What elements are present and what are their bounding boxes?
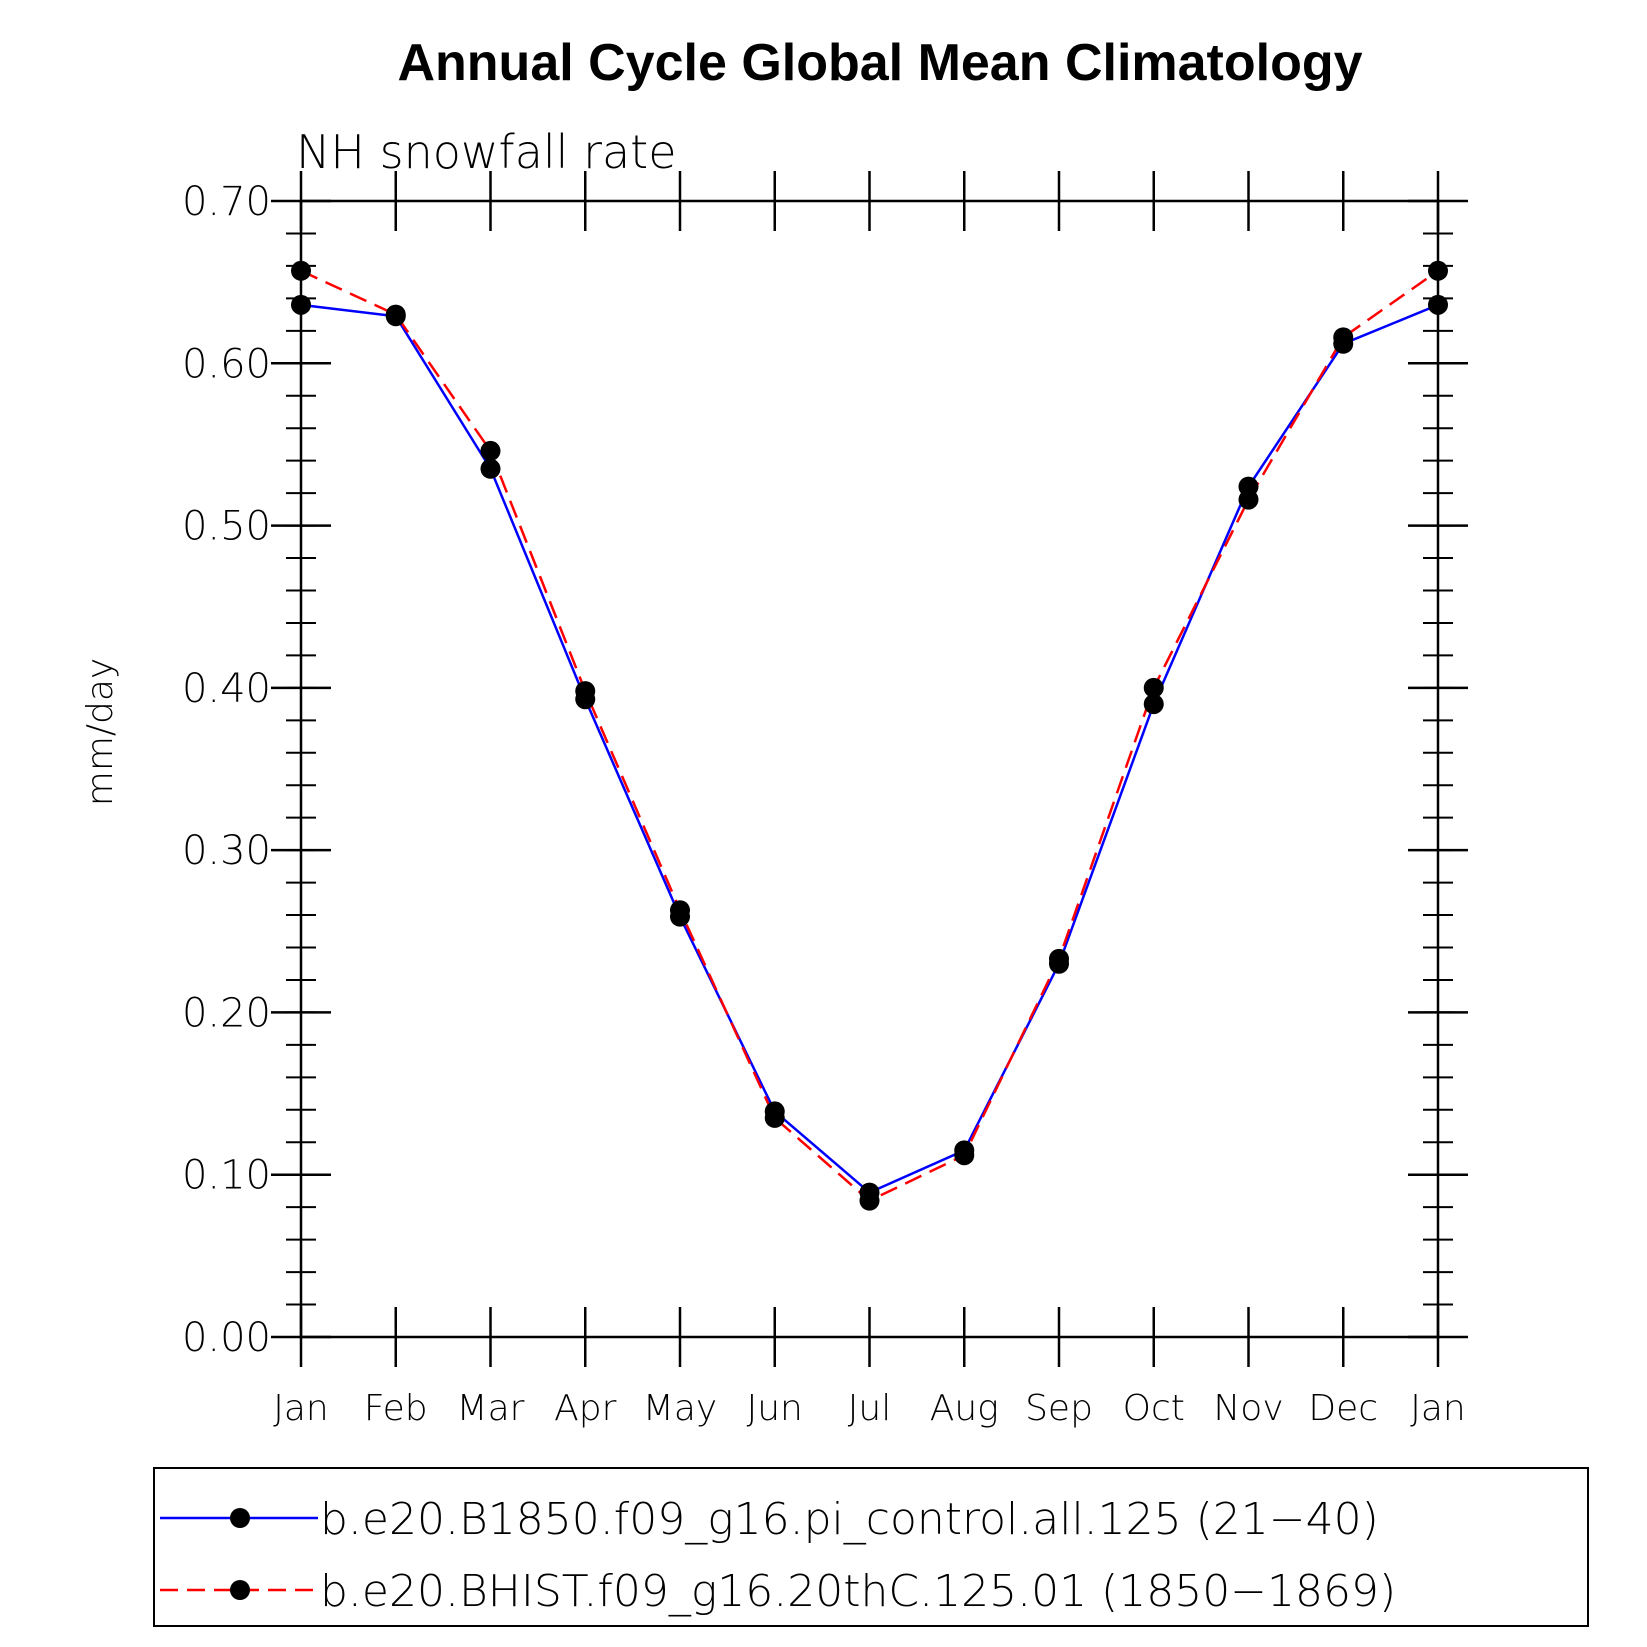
series-line-1 <box>300 303 1439 1195</box>
series-2-point <box>1333 327 1354 348</box>
x-tick-label: Feb <box>364 1388 428 1429</box>
legend-label-2: b.e20.BHIST.f09_g16.20thC.125.01 (1850−1… <box>320 1566 1396 1617</box>
x-tick-label: May <box>643 1388 717 1429</box>
y-tick-label: 0.10 <box>182 1153 271 1199</box>
y-tick-label: 0.30 <box>182 828 271 874</box>
series-2-point <box>670 900 690 921</box>
series-2-point <box>575 681 596 702</box>
series-2-point <box>1238 489 1259 510</box>
series-layer <box>291 260 1448 1211</box>
series-2-point <box>480 440 501 461</box>
x-tick-label: Dec <box>1308 1388 1378 1429</box>
series-2-point <box>859 1190 880 1211</box>
chart-title: Annual Cycle Global Mean Climatology <box>397 34 1362 92</box>
plot-frame <box>299 199 1440 1339</box>
x-tick-label: Jul <box>848 1388 891 1429</box>
y-tick-label: 0.60 <box>182 341 271 387</box>
x-tick-label: Mar <box>457 1388 525 1429</box>
legend-box <box>153 1467 1589 1627</box>
y-tick-label: 0.00 <box>182 1315 271 1361</box>
chart-subtitle: NH snowfall rate <box>296 125 677 179</box>
series-2-point <box>954 1145 975 1166</box>
x-tick-label: Jun <box>747 1388 803 1429</box>
series-2-point <box>1143 677 1164 698</box>
y-axis-label: mm/day <box>80 658 121 806</box>
y-tick-label: 0.40 <box>182 666 271 712</box>
series-2-point <box>1049 948 1069 969</box>
y-tick-label: 0.70 <box>182 179 271 225</box>
series-2-point <box>385 304 406 325</box>
y-tick-label: 0.50 <box>182 504 271 550</box>
x-tick-label: Oct <box>1123 1388 1185 1429</box>
x-tick-label: Jan <box>273 1388 329 1429</box>
x-tick-label: Nov <box>1213 1388 1283 1429</box>
series-1-point <box>1143 694 1164 715</box>
x-tick-label: Sep <box>1025 1388 1093 1429</box>
x-tick-label: Jan <box>1410 1388 1466 1429</box>
legend: b.e20.B1850.f09_g16.pi_control.all.125 (… <box>153 1467 1589 1627</box>
y-tick-label: 0.20 <box>182 990 271 1036</box>
x-tick-label: Aug <box>930 1388 999 1429</box>
legend-label-1: b.e20.B1850.f09_g16.pi_control.all.125 (… <box>320 1494 1379 1545</box>
x-tick-labels: Jan Feb Mar Apr May Jun Jul Aug Sep Oct Nov Dec Jan <box>273 1388 1466 1429</box>
series-2-point <box>764 1107 785 1128</box>
y-tick-labels: 0.00 0.10 0.20 0.30 0.40 0.50 0.60 0.70 <box>182 179 271 1361</box>
x-tick-label: Apr <box>554 1388 616 1429</box>
series-1-point <box>480 458 501 479</box>
legend-marker-2 <box>230 1580 250 1600</box>
legend-marker-1 <box>230 1508 250 1528</box>
series-line-2 <box>300 269 1439 1203</box>
